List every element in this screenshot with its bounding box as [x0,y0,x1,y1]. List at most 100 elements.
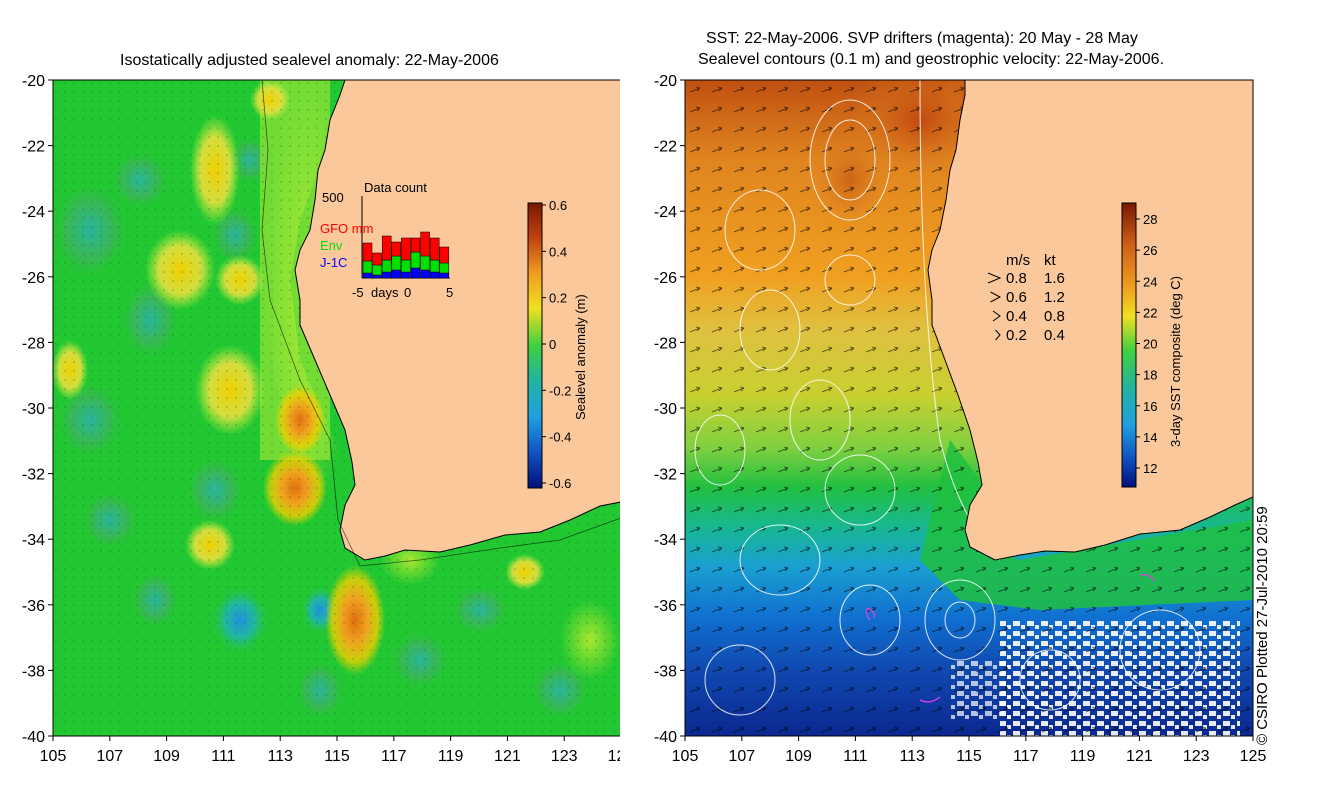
inset-bar-segment [381,235,392,261]
x-tick-label: 121 [494,748,521,765]
sla-colorbar-label: Sealevel anomaly (m) [573,294,588,420]
inset-bar-segment [410,267,421,279]
inset-bar-segment [420,269,430,279]
inset-bar-segment [381,271,392,279]
x-tick-label: 111 [211,748,235,765]
inset-bar-segment [429,259,440,273]
x-tick-label: 115 [956,748,982,765]
inset-bar-segment [401,271,411,279]
y-tick-label: -28 [654,335,677,352]
y-tick-label: -36 [654,598,677,615]
y-tick-label: -20 [654,73,677,90]
inset-bar-segment [372,252,382,266]
inset-bar-segment [420,231,430,257]
velocity-legend-ms: 0.2 [1006,327,1027,344]
inset-title: Data count [364,180,427,195]
colorbar-tick-label: -0.2 [549,383,571,398]
velocity-legend-ms: 0.4 [1006,308,1027,325]
inset-bar-segment [429,271,440,279]
colorbar-tick-label: 20 [1143,337,1157,352]
x-tick-label: 115 [324,748,350,765]
x-tick-label: 107 [728,748,755,765]
colorbar-tick-label: 12 [1143,461,1157,476]
inset-x-tick-neg5: -5 [352,285,364,300]
y-tick-label: -32 [654,467,677,484]
x-tick-label: 113 [899,748,925,765]
inset-bar-segment [372,274,382,279]
y-tick-label: -22 [654,139,677,156]
inset-bar-segment [391,255,402,271]
y-tick-label: -24 [654,204,677,221]
x-tick-label: 123 [551,748,578,765]
sla-colorbar: 0.6 0.4 0.2 0 -0.2 -0.4 -0.6 Sealevel anomaly … [527,198,588,491]
x-tick-label: 109 [153,748,180,765]
velocity-legend-header-ms: m/s [1006,252,1030,269]
x-tick-label: 105 [672,748,699,765]
right-x-axis: 105 107 109 111 113 115 117 119 121 123 125 [672,736,1267,765]
y-tick-label: -40 [654,729,677,746]
y-tick-label: -20 [22,73,45,90]
colorbar-tick-label: -0.6 [549,476,571,491]
y-tick-label: -34 [654,532,677,549]
inset-x-tick-5: 5 [446,285,453,300]
colorbar-tick-label: 24 [1143,274,1157,289]
x-tick-label: 119 [438,748,464,765]
colorbar-tick-label: -0.4 [549,430,571,445]
velocity-legend-kt: 1.2 [1044,289,1065,306]
y-tick-label: -30 [22,401,45,418]
velocity-legend-ms: 0.6 [1006,289,1027,306]
colorbar-tick-label: 18 [1143,368,1157,383]
inset-legend-env: Env [320,238,343,253]
inset-bar-segment [362,242,373,262]
colorbar-tick-label: 0.4 [549,244,567,259]
colorbar-tick-label: 22 [1143,305,1157,320]
left-y-axis: -20 -22 -24 -26 -28 -30 -32 -34 -36 -38 -40 [22,73,53,746]
y-tick-label: -26 [654,270,677,287]
y-tick-label: -38 [22,663,45,680]
inset-bar-segment [401,259,411,273]
inset-legend-gfo: GFO mm [320,221,373,236]
y-tick-label: -40 [22,729,45,746]
inset-bar-segment [439,272,450,279]
x-tick-label: 113 [267,748,293,765]
inset-bar-segment [410,237,421,253]
velocity-legend-arrow [987,272,1002,284]
x-tick-label: 119 [1070,748,1096,765]
land-australia-sst [927,80,1253,561]
colorbar-tick-label: 0.2 [549,291,567,306]
inset-bar-segment [429,237,440,261]
x-tick-label: 121 [1126,748,1153,765]
x-tick-label: 107 [96,748,123,765]
velocity-legend-kt: 1.6 [1044,270,1065,287]
colorbar-tick-label: 0.6 [549,198,567,213]
inset-bar-segment [362,260,373,274]
csiro-credit: © CSIRO Plotted 27-Jul-2010 20:59 [1254,506,1271,745]
x-tick-label: 117 [381,748,407,765]
left-map: -20 -22 -24 -26 -28 -30 -32 -34 -36 -38 -40 105 107… [22,73,620,765]
x-tick-label: 123 [1183,748,1210,765]
inset-bar-segment [401,237,411,261]
x-tick-label: 109 [785,748,812,765]
colorbar-tick-label: 26 [1143,243,1157,258]
inset-bar-segment [439,262,450,274]
inset-bar-segment [439,246,450,264]
right-panel-title-line2: Sealevel contours (0.1 m) and geostrophi… [698,51,1165,68]
velocity-legend: m/s kt 0.8 1.6 0.6 1.2 0.4 0.8 0.2 0.4 [987,252,1065,344]
sst-colorbar: 28 26 24 22 20 18 16 14 12 3-day SST composite (… [1121,202,1183,488]
colorbar-tick-label: 0 [549,337,556,352]
x-tick-label: 125 [608,748,620,765]
velocity-legend-arrow [990,291,1002,303]
inset-bar-segment [410,251,421,269]
inset-x-tick-days: days [371,285,399,300]
inset-bar-segment [381,259,392,273]
y-tick-label: -36 [22,598,45,615]
data-count-inset: 500 Data count GFO mm Env J-1C -5 days 0… [320,180,453,300]
inset-bar-segment [420,255,430,271]
inset-legend-j1c: J-1C [320,255,347,270]
velocity-legend-kt: 0.8 [1044,308,1065,325]
inset-bar-segment [372,264,382,276]
y-tick-label: -32 [22,467,45,484]
velocity-legend-arrow [995,329,1001,341]
velocity-legend-kt: 0.4 [1044,327,1065,344]
x-tick-label: 125 [1240,748,1267,765]
